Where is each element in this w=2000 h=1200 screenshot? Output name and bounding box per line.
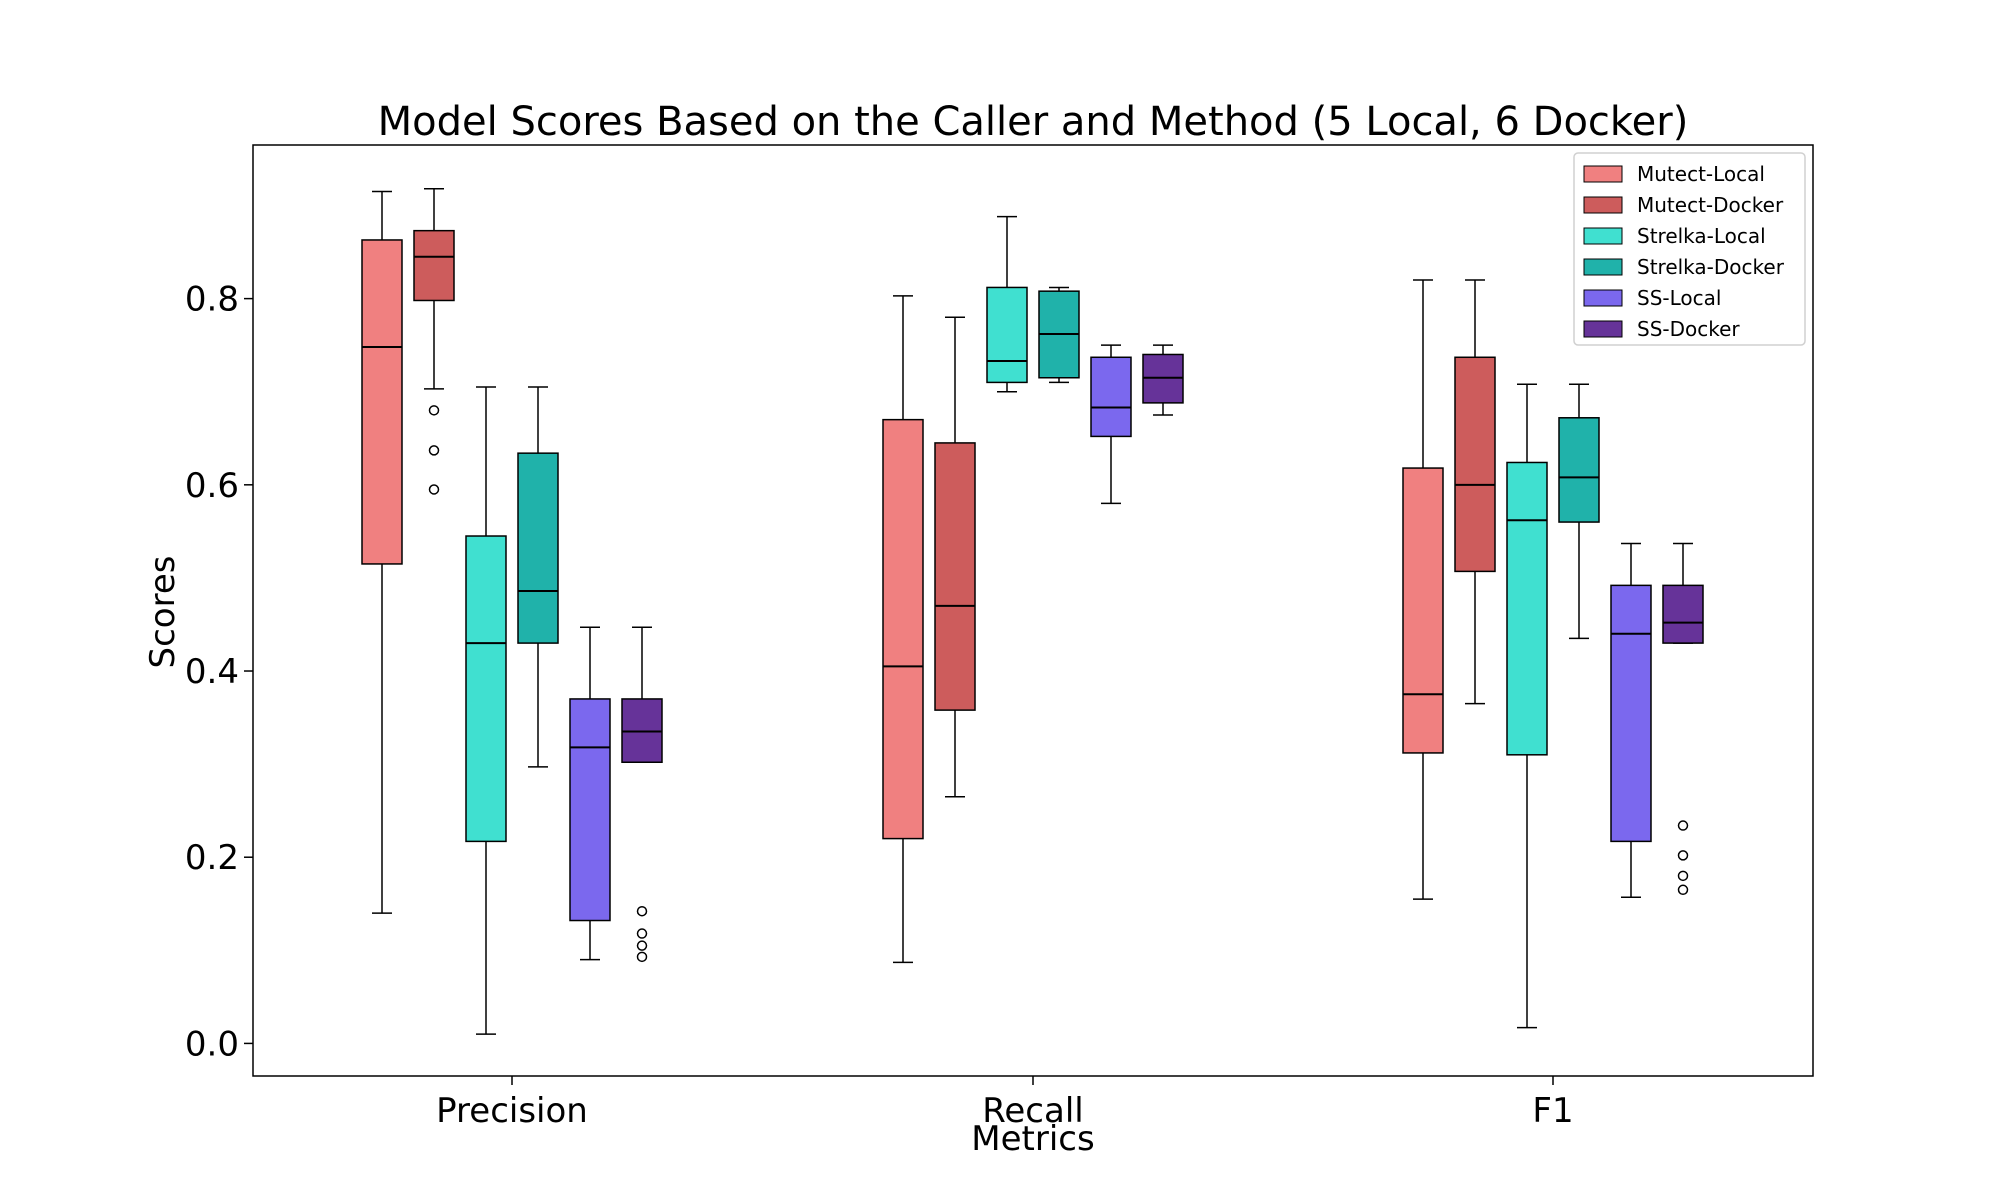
x-tick-label: Recall bbox=[982, 1091, 1083, 1131]
legend-swatch bbox=[1583, 320, 1623, 338]
box-body bbox=[569, 698, 611, 922]
box-mutect-docker-f1 bbox=[1454, 279, 1496, 705]
legend-item: Strelka-Docker bbox=[1583, 255, 1785, 279]
box-body bbox=[1090, 356, 1132, 438]
legend: Mutect-Local Mutect-Docker Strelka-Local St… bbox=[1573, 152, 1806, 346]
box-strelka-local-recall bbox=[986, 215, 1028, 393]
y-tick-label: 0.4 bbox=[185, 652, 239, 692]
y-tick-label: 0.2 bbox=[185, 838, 239, 878]
y-axis-label: Scores bbox=[143, 556, 183, 669]
x-tick-label: F1 bbox=[1532, 1091, 1573, 1131]
box-ss-local-recall bbox=[1090, 344, 1132, 505]
x-tick-label: Precision bbox=[436, 1091, 588, 1131]
box-body bbox=[1610, 584, 1652, 843]
box-body bbox=[465, 535, 507, 843]
box-ss-docker-precision bbox=[621, 626, 663, 963]
box-body bbox=[934, 442, 976, 711]
box-mutect-local-f1 bbox=[1402, 279, 1444, 900]
y-tick-label: 0.0 bbox=[185, 1024, 239, 1064]
outlier-point bbox=[428, 445, 440, 456]
box-mutect-local-precision bbox=[361, 190, 403, 914]
box-body bbox=[1558, 417, 1600, 523]
boxes-layer bbox=[361, 188, 1704, 1035]
y-axis: 0.0 0.2 0.4 0.6 0.8 bbox=[185, 280, 253, 1064]
x-axis-label: Metrics bbox=[971, 1119, 1094, 1159]
box-body bbox=[1662, 584, 1704, 644]
y-tick-label: 0.8 bbox=[185, 280, 239, 320]
box-strelka-local-precision bbox=[465, 386, 507, 1035]
box-body bbox=[1506, 461, 1548, 756]
box-strelka-docker-recall bbox=[1038, 286, 1080, 384]
legend-label: Mutect-Local bbox=[1637, 162, 1765, 186]
box-strelka-local-f1 bbox=[1506, 383, 1548, 1029]
box-body bbox=[1402, 467, 1444, 754]
outlier-point bbox=[636, 940, 648, 951]
y-tick-label: 0.6 bbox=[185, 466, 239, 506]
legend-label: Mutect-Docker bbox=[1637, 193, 1784, 217]
legend-item: Strelka-Local bbox=[1583, 224, 1766, 248]
legend-item: Mutect-Local bbox=[1583, 162, 1765, 186]
box-mutect-docker-recall bbox=[934, 316, 976, 798]
legend-item: SS-Local bbox=[1583, 286, 1721, 310]
outlier-point bbox=[1677, 850, 1689, 861]
outlier-point bbox=[1677, 820, 1689, 831]
legend-swatch bbox=[1583, 258, 1623, 276]
legend-label: Strelka-Docker bbox=[1637, 255, 1785, 279]
box-mutect-docker-precision bbox=[413, 188, 455, 495]
box-body bbox=[882, 418, 924, 840]
box-body bbox=[361, 239, 403, 565]
box-ss-docker-f1 bbox=[1662, 542, 1704, 896]
legend-frame bbox=[1573, 152, 1806, 346]
legend-swatch bbox=[1583, 196, 1623, 214]
legend-label: SS-Local bbox=[1637, 286, 1721, 310]
legend-swatch bbox=[1583, 227, 1623, 245]
x-axis: Precision Recall F1 bbox=[436, 1076, 1574, 1131]
legend-item: Mutect-Docker bbox=[1583, 193, 1784, 217]
chart-title: Model Scores Based on the Caller and Met… bbox=[378, 99, 1689, 145]
box-strelka-docker-precision bbox=[517, 386, 559, 768]
box-body bbox=[413, 229, 455, 302]
box-mutect-local-recall bbox=[882, 295, 924, 964]
box-strelka-docker-f1 bbox=[1558, 383, 1600, 640]
outlier-point bbox=[428, 484, 440, 495]
legend-item: SS-Docker bbox=[1583, 317, 1740, 341]
box-body bbox=[986, 286, 1028, 384]
box-ss-local-precision bbox=[569, 626, 611, 961]
legend-label: SS-Docker bbox=[1637, 317, 1740, 341]
outlier-point bbox=[636, 951, 648, 963]
box-body bbox=[517, 452, 559, 644]
legend-label: Strelka-Local bbox=[1637, 224, 1766, 248]
box-ss-local-f1 bbox=[1610, 542, 1652, 898]
outlier-point bbox=[636, 928, 648, 939]
legend-swatch bbox=[1583, 289, 1623, 307]
outlier-point bbox=[1677, 884, 1689, 896]
box-body bbox=[1454, 356, 1496, 573]
box-ss-docker-recall bbox=[1142, 344, 1184, 416]
legend-swatch bbox=[1583, 165, 1623, 183]
outlier-point bbox=[1677, 870, 1689, 882]
outlier-point bbox=[428, 405, 440, 416]
outlier-point bbox=[636, 905, 648, 917]
